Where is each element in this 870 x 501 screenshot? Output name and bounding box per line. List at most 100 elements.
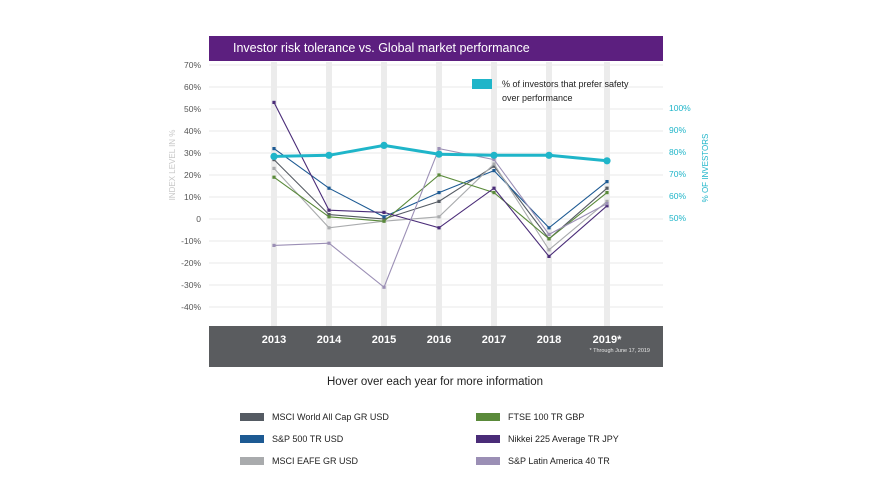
data-point	[382, 285, 386, 289]
chart-title: Investor risk tolerance vs. Global marke…	[209, 36, 663, 61]
data-point	[437, 191, 441, 195]
right-tick-label: 50%	[669, 213, 686, 223]
data-point	[272, 243, 276, 247]
legend-label: S&P Latin America 40 TR	[508, 456, 610, 466]
hover-instruction: Hover over each year for more informatio…	[326, 376, 544, 388]
safety-point	[490, 151, 498, 159]
data-point	[327, 215, 331, 219]
x-tick-label: 2014	[317, 334, 342, 346]
right-tick-label: 100%	[669, 103, 691, 113]
year-band	[271, 62, 277, 326]
safety-line	[270, 141, 611, 165]
safety-point	[325, 151, 333, 159]
data-point	[272, 147, 276, 151]
year-band	[381, 62, 387, 326]
series-ftse-100-tr-gbp	[272, 173, 609, 241]
data-point	[327, 186, 331, 190]
left-tick-label: -40%	[181, 302, 201, 312]
x-tick-label: 2017	[482, 334, 506, 346]
data-point	[605, 202, 609, 206]
right-axis-ticks: 100% 90% 80% 70% 60% 50%	[669, 103, 691, 223]
data-point	[605, 199, 609, 203]
right-tick-label: 90%	[669, 125, 686, 135]
legend-item-msci-world: MSCI World All Cap GR USD	[240, 410, 389, 424]
safety-legend-label-line2: over performance	[502, 93, 573, 103]
data-point	[492, 158, 496, 162]
legend-swatch	[240, 457, 264, 465]
x-tick-label: 2016	[427, 334, 451, 346]
safety-point	[603, 157, 611, 165]
data-point	[327, 241, 331, 245]
series-s-p-latin-america-40-tr	[272, 147, 609, 289]
data-point	[492, 162, 496, 166]
data-point	[382, 210, 386, 214]
left-tick-label: -20%	[181, 258, 201, 268]
safety-point	[380, 141, 388, 149]
footnote: * Through June 17, 2019	[589, 348, 650, 354]
legend-label: MSCI EAFE GR USD	[272, 456, 359, 466]
data-point	[492, 191, 496, 195]
series-s-p-500-tr-usd	[272, 147, 609, 230]
legend-item-msci-eafe: MSCI EAFE GR USD	[240, 454, 358, 468]
right-tick-label: 70%	[669, 169, 686, 179]
data-point	[272, 175, 276, 179]
legend-swatch	[476, 435, 500, 443]
x-tick-label: 2018	[537, 334, 561, 346]
left-axis-ticks: 70% 60% 50% 40% 30% 20% 10% 0 -10% -20% -30% -40%	[181, 60, 201, 312]
safety-legend-label-line1: % of investors that prefer safety	[502, 79, 629, 89]
data-point	[437, 147, 441, 151]
legend-label: S&P 500 TR USD	[272, 434, 344, 444]
right-tick-label: 80%	[669, 147, 686, 157]
left-tick-label: -30%	[181, 280, 201, 290]
left-tick-label: 60%	[184, 82, 201, 92]
data-point	[327, 213, 331, 217]
safety-legend: % of investors that prefer safety over p…	[472, 79, 629, 103]
year-band	[546, 62, 552, 326]
x-tick-label: 2015	[372, 334, 396, 346]
safety-point	[545, 151, 553, 159]
chart-area: 70% 60% 50% 40% 30% 20% 10% 0 -10% -20% -30% -40% 1…	[168, 60, 710, 367]
data-point	[437, 226, 441, 230]
safety-point	[435, 150, 443, 158]
left-tick-label: 40%	[184, 126, 201, 136]
legend-item-nikkei: Nikkei 225 Average TR JPY	[476, 432, 619, 446]
x-axis-ticks: 2013 2014 2015 2016 2017 2018 2019*	[262, 334, 622, 346]
safety-point	[270, 152, 278, 160]
x-axis-bar	[209, 326, 663, 367]
series-nikkei-225-average-tr-jpy	[272, 100, 609, 258]
data-point	[605, 191, 609, 195]
data-point	[605, 180, 609, 184]
year-band	[326, 62, 332, 326]
legend-swatch	[476, 413, 500, 421]
data-point	[547, 232, 551, 236]
x-tick-label: 2019*	[593, 334, 622, 346]
data-point	[437, 173, 441, 177]
data-point	[272, 100, 276, 104]
data-point	[492, 169, 496, 173]
series-lines	[272, 100, 609, 289]
legend-swatch	[476, 457, 500, 465]
data-point	[547, 254, 551, 258]
data-point	[437, 215, 441, 219]
data-point	[605, 186, 609, 190]
legend-label: Nikkei 225 Average TR JPY	[508, 434, 619, 444]
data-point	[547, 248, 551, 252]
x-tick-label: 2013	[262, 334, 286, 346]
data-point	[382, 217, 386, 221]
data-point	[382, 215, 386, 219]
data-point	[327, 226, 331, 230]
data-point	[492, 164, 496, 168]
left-tick-label: 20%	[184, 170, 201, 180]
data-point	[272, 166, 276, 170]
legend-item-sp500: S&P 500 TR USD	[240, 432, 343, 446]
left-tick-label: 10%	[184, 192, 201, 202]
left-tick-label: 30%	[184, 148, 201, 158]
data-point	[605, 204, 609, 208]
legend-label: FTSE 100 TR GBP	[508, 412, 585, 422]
left-tick-label: 70%	[184, 60, 201, 70]
legend-item-ftse: FTSE 100 TR GBP	[476, 410, 584, 424]
right-tick-label: 60%	[669, 191, 686, 201]
legend-swatch	[240, 435, 264, 443]
legend-item-latam: S&P Latin America 40 TR	[476, 454, 610, 468]
data-point	[327, 208, 331, 212]
